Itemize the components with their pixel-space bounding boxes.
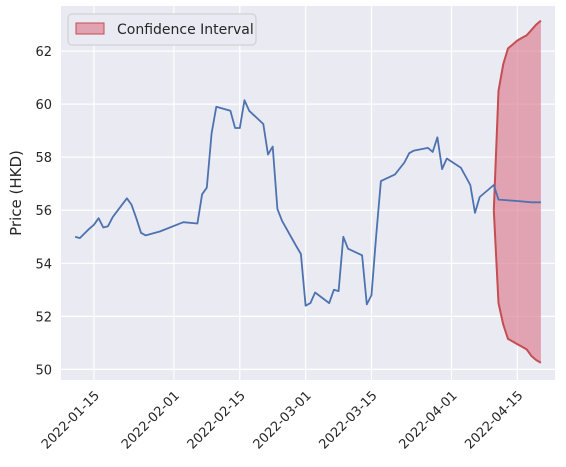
plot-background xyxy=(61,6,555,380)
x-tick-label: 2022-03-15 xyxy=(317,388,381,452)
x-tick-label: 2022-03-01 xyxy=(251,388,315,452)
x-tick-label: 2022-04-01 xyxy=(397,388,461,452)
price-series-line xyxy=(74,99,541,307)
legend-box xyxy=(67,13,257,46)
x-tick-label: 2022-04-15 xyxy=(462,388,526,452)
confidence-band xyxy=(493,20,541,363)
y-axis-ticks: 50 52 54 56 58 60 62 xyxy=(35,45,52,378)
upper-bound-line xyxy=(492,19,542,211)
y-tick-label: 50 xyxy=(35,363,52,378)
y-tick-label: 52 xyxy=(35,310,52,325)
lower-bound-line xyxy=(492,210,542,364)
confidence-band-layer xyxy=(492,19,542,364)
y-axis-label: Price (HKD) xyxy=(7,150,25,236)
x-tick-label: 2022-02-01 xyxy=(119,388,183,452)
x-tick-label: 2022-01-15 xyxy=(39,388,103,452)
legend: Confidence Interval xyxy=(67,13,257,46)
x-tick-label: 2022-02-15 xyxy=(185,388,249,452)
y-tick-label: 58 xyxy=(35,151,52,166)
y-tick-label: 54 xyxy=(35,257,52,272)
legend-swatch xyxy=(75,22,105,35)
x-axis-ticks: 2022-01-15 2022-02-01 2022-02-15 2022-03-01… xyxy=(39,388,526,452)
y-tick-label: 56 xyxy=(35,204,52,219)
legend-label: Confidence Interval xyxy=(117,22,254,38)
price-line-layer xyxy=(74,99,541,307)
y-tick-label: 60 xyxy=(35,98,52,113)
y-tick-label: 62 xyxy=(35,45,52,60)
